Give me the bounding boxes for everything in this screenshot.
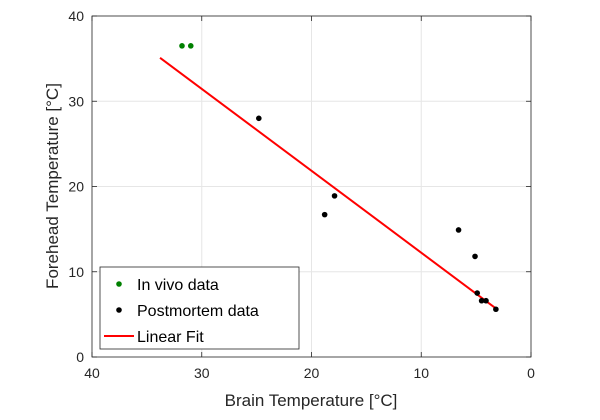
y-tick-label: 30 bbox=[68, 93, 84, 109]
tick-labels: 40 30 20 10 0 0 10 20 30 40 bbox=[68, 8, 535, 381]
postmortem-data-point bbox=[331, 193, 338, 199]
series-layer bbox=[159, 43, 499, 313]
y-tick-label: 10 bbox=[68, 264, 84, 280]
y-tick-label: 0 bbox=[76, 349, 84, 365]
postmortem-data-point bbox=[455, 227, 462, 233]
postmortem-data-point bbox=[321, 211, 328, 218]
in-vivo-data-point bbox=[187, 43, 194, 49]
x-tick-label: 10 bbox=[413, 365, 429, 381]
legend-label-in-vivo: In vivo data bbox=[137, 277, 219, 294]
y-axis-label: Forehead Temperature [°C] bbox=[43, 83, 62, 289]
postmortem-data-point bbox=[493, 306, 499, 313]
postmortem-data-point bbox=[478, 297, 485, 304]
legend-label-postmortem: Postmortem data bbox=[137, 303, 259, 320]
legend: In vivo data Postmortem data Linear Fit bbox=[99, 266, 300, 350]
x-tick-label: 40 bbox=[84, 365, 100, 381]
legend-marker-postmortem bbox=[116, 307, 122, 313]
postmortem-data-point bbox=[474, 290, 481, 296]
legend-label-linear-fit: Linear Fit bbox=[137, 329, 204, 346]
x-tick-label: 0 bbox=[527, 365, 535, 381]
in-vivo-data-point bbox=[179, 43, 185, 49]
legend-marker-in-vivo bbox=[116, 281, 122, 287]
ticks bbox=[91, 15, 532, 358]
x-tick-label: 20 bbox=[304, 365, 320, 381]
y-tick-label: 40 bbox=[68, 8, 84, 24]
y-tick-label: 20 bbox=[68, 179, 84, 195]
postmortem-data-point bbox=[256, 115, 262, 122]
postmortem-data-point bbox=[472, 253, 478, 260]
postmortem-data-point bbox=[483, 297, 489, 304]
linear-fit-line bbox=[159, 56, 497, 310]
x-tick-label: 30 bbox=[194, 365, 210, 381]
x-axis-label: Brain Temperature [°C] bbox=[225, 391, 398, 410]
